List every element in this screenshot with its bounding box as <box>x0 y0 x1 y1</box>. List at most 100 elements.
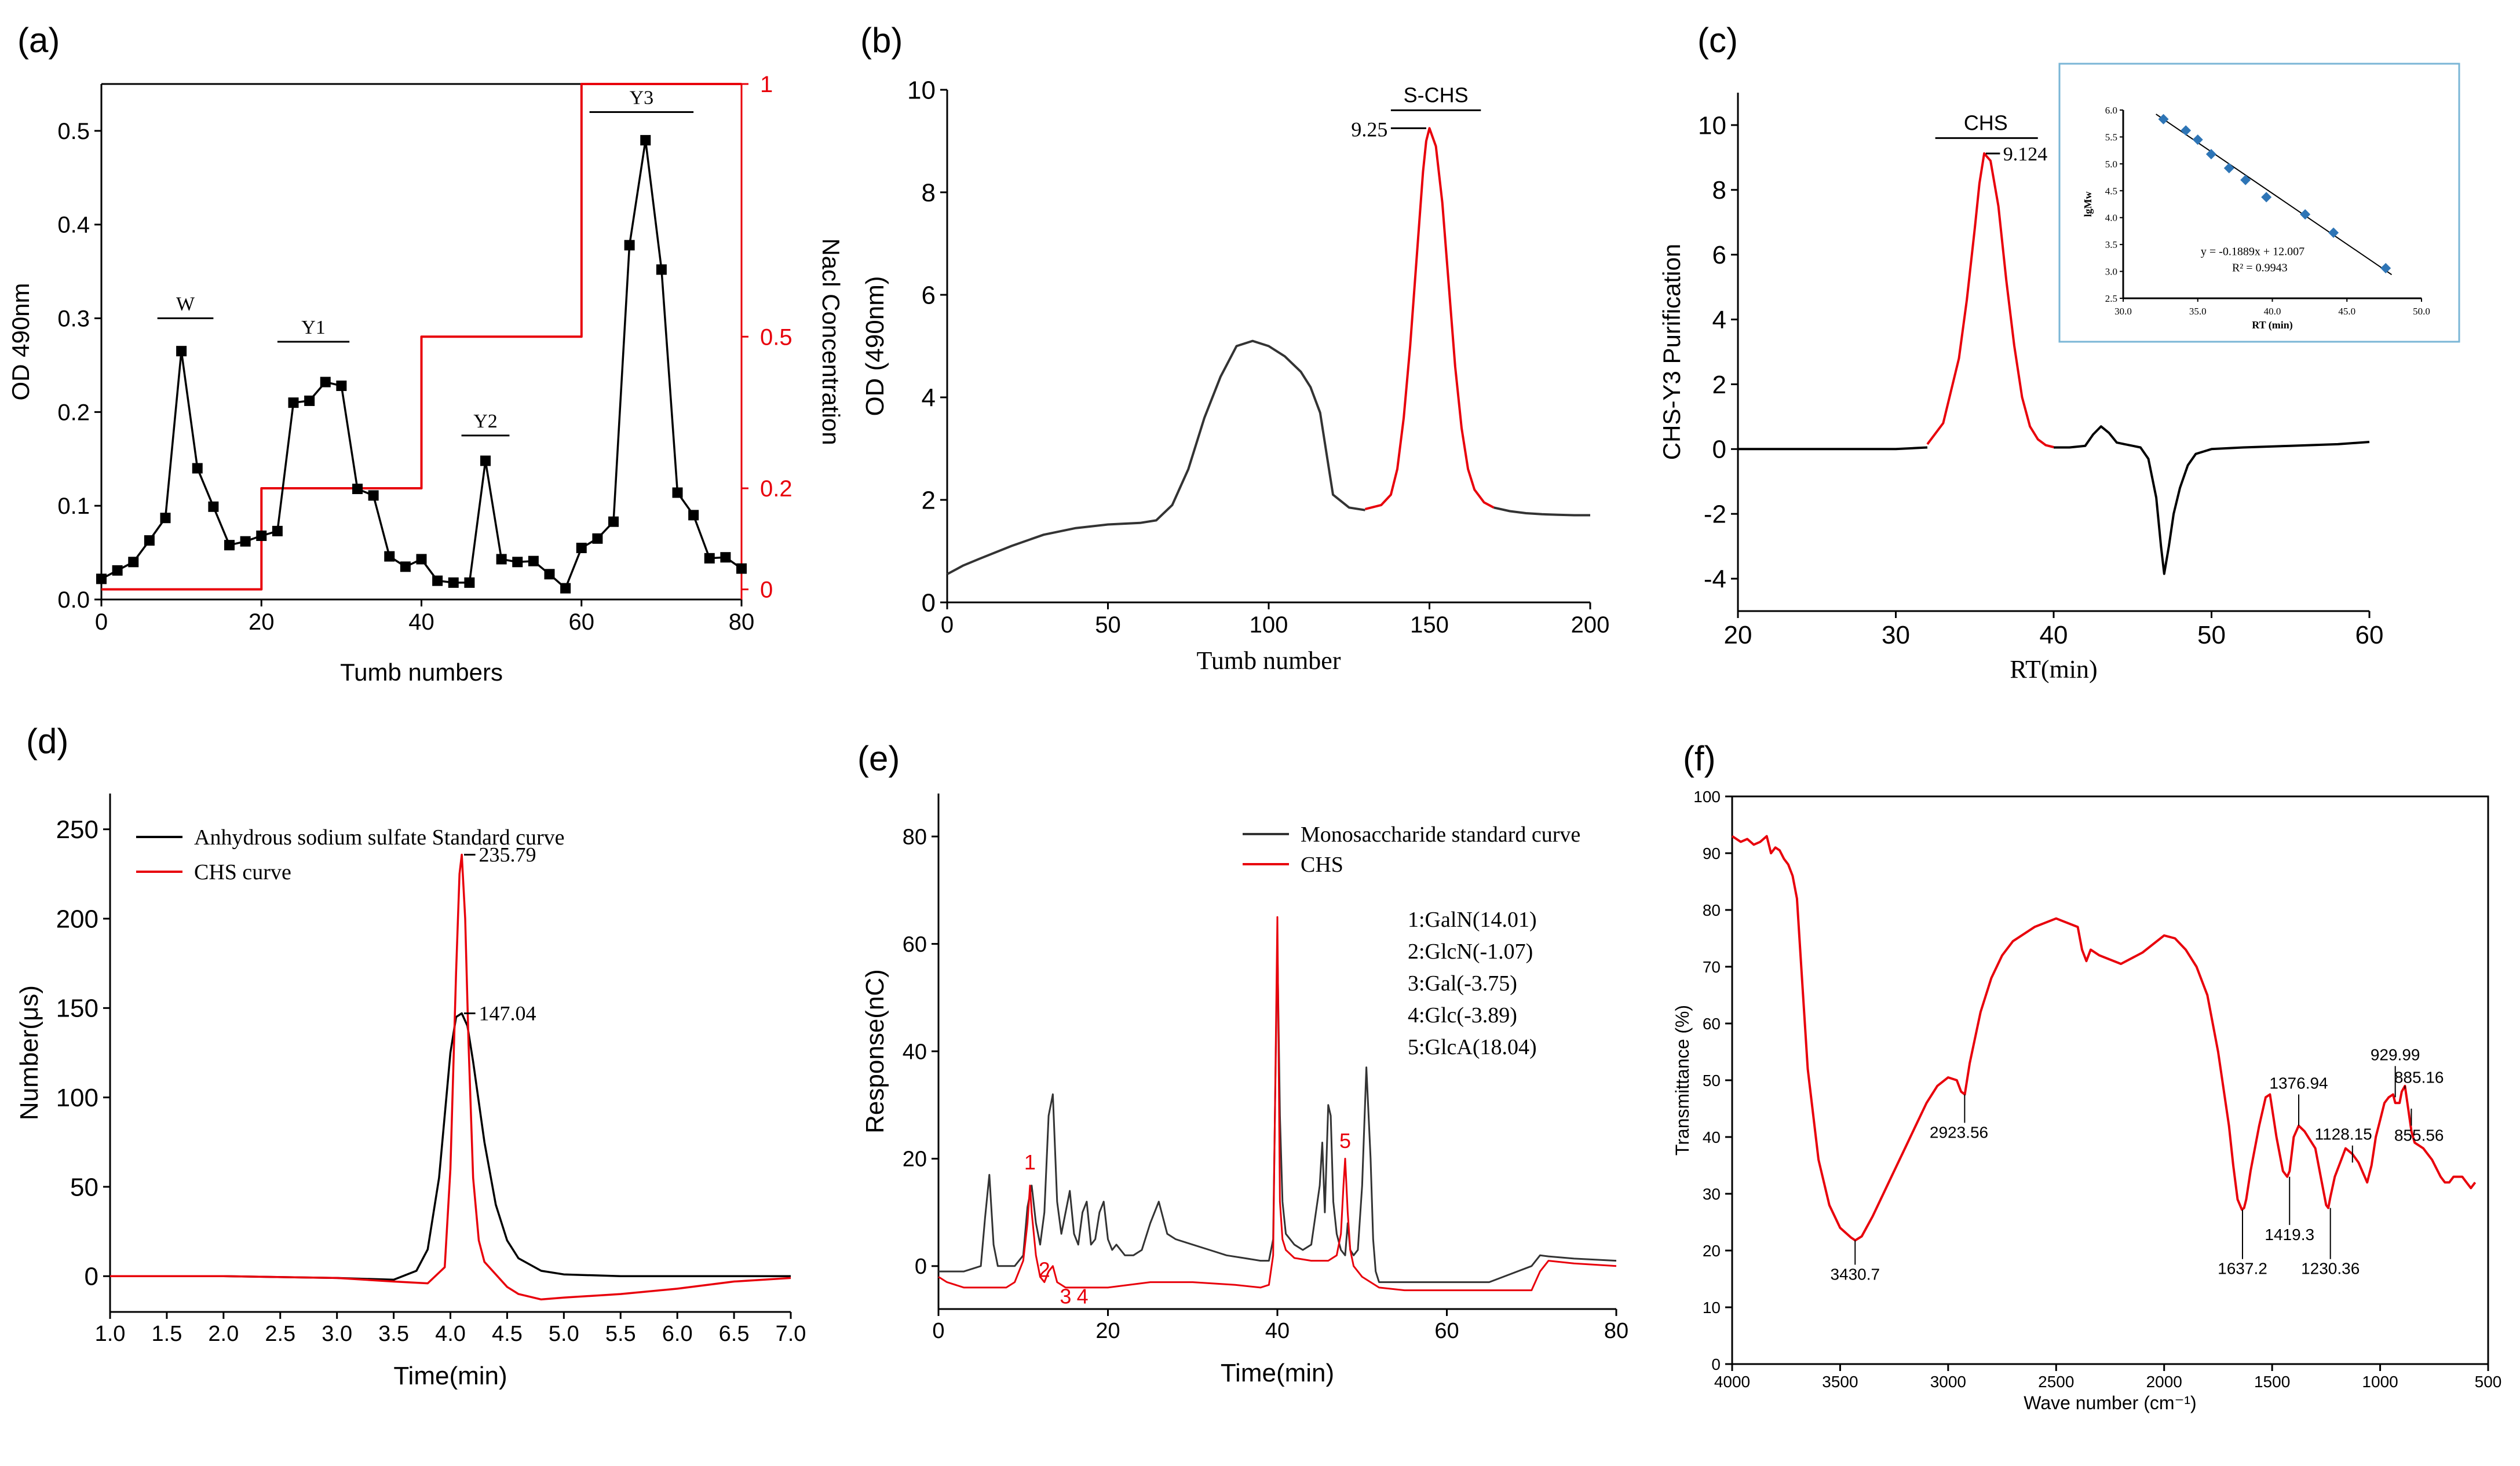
od-point <box>304 395 315 406</box>
x-tick-label: 3000 <box>1930 1373 1966 1391</box>
y-tick-label: 8 <box>922 178 936 207</box>
od-point <box>288 397 299 408</box>
monosaccharide-entry: 1:GalN(14.01) <box>1408 908 1537 932</box>
inset-x-tick-label: 45.0 <box>2338 306 2355 317</box>
y-tick-label: 2 <box>1712 371 1726 399</box>
x-tick-label: 2.0 <box>208 1322 239 1346</box>
y-tick-label: 0.4 <box>57 213 90 238</box>
ftir-spectrum-line <box>1731 835 2477 1242</box>
od-point <box>384 551 395 562</box>
inset-point <box>2192 134 2203 145</box>
y-tick-label: 40 <box>1703 1128 1721 1146</box>
baseline-line <box>1738 446 1928 451</box>
inset-x-tick-label: 35.0 <box>2189 306 2207 317</box>
x-tick-label: 80 <box>1604 1319 1628 1343</box>
x-tick-label: 20 <box>1724 621 1752 649</box>
od-point <box>464 577 475 588</box>
x-tick-label: 80 <box>729 609 755 635</box>
peak-annotation: Y1 <box>301 317 326 338</box>
od-point <box>656 264 667 275</box>
peak-number-label: 3 <box>1060 1285 1071 1308</box>
od-point <box>432 575 443 586</box>
panel-d-label: (d) <box>26 722 68 761</box>
y-tick-label: 4 <box>1712 306 1726 334</box>
inset-y-tick-label: 6.0 <box>2105 105 2117 116</box>
y-tick-label: 30 <box>1703 1185 1721 1203</box>
od-point <box>688 510 699 521</box>
od-point <box>192 463 203 474</box>
y-tick-label: 60 <box>903 933 927 957</box>
x-axis-title: Tumb number <box>1197 646 1341 675</box>
od-point <box>400 561 411 572</box>
od-point <box>624 240 635 251</box>
x-tick-label: 1500 <box>2254 1373 2290 1391</box>
od-point <box>336 381 347 392</box>
y-tick-label: 150 <box>56 995 98 1023</box>
y-axis-title: OD (490nm) <box>861 276 889 416</box>
panel-b: (b) 0 50 100 150 200 0 2 4 6 8 10 Tumb number OD (49… <box>860 21 1609 675</box>
inset-point <box>2158 114 2169 125</box>
x-tick-label: 1.0 <box>95 1322 126 1346</box>
od-point <box>416 554 427 565</box>
y-tick-label: 0.2 <box>57 400 90 425</box>
peak-wavenumber-label: 1419.3 <box>2265 1226 2314 1244</box>
x-axis-title: Wave number (cm⁻¹) <box>2024 1392 2196 1413</box>
x-tick-label: 2500 <box>2038 1373 2074 1391</box>
inset-point <box>2300 209 2311 220</box>
x-tick-label: 2000 <box>2146 1373 2182 1391</box>
x-axis-title: Time(min) <box>1221 1359 1334 1387</box>
x-tick-label: 60 <box>2355 621 2384 649</box>
inset-x-tick-label: 30.0 <box>2114 306 2132 317</box>
y-tick-label: 6 <box>1712 241 1726 269</box>
chs-curve-line <box>110 853 791 1301</box>
x-tick-label: 40 <box>408 609 434 635</box>
od-point <box>224 540 235 551</box>
x-tick-label: 50 <box>2197 621 2226 649</box>
panel-f: (f) 4000 3500 3000 2500 2000 1500 1000 500 0 10 20… <box>1672 739 2501 1413</box>
od-point <box>736 563 747 574</box>
inset-x-axis-title: RT (min) <box>2252 319 2293 331</box>
monosaccharide-entry: 2:GlcN(-1.07) <box>1408 939 1533 964</box>
peak-annotation: S-CHS <box>1404 83 1469 107</box>
y-tick-label: 20 <box>903 1147 927 1172</box>
od-point <box>576 543 587 553</box>
od-point <box>112 565 123 576</box>
od-point <box>448 577 459 588</box>
y2-tick-label: 0.2 <box>760 476 792 502</box>
y2-tick-label: 0 <box>760 577 773 603</box>
od-point <box>272 525 283 536</box>
x-tick-label: 6.0 <box>662 1322 693 1346</box>
peak-value-label: 9.25 <box>1351 118 1387 141</box>
x-tick-label: 0 <box>941 612 954 638</box>
y-tick-label: 8 <box>1712 176 1726 204</box>
od-point <box>496 554 507 565</box>
baseline-line <box>2054 425 2370 575</box>
x-tick-label: 200 <box>1571 612 1610 638</box>
od-point <box>160 513 171 524</box>
panel-b-label: (b) <box>860 21 903 60</box>
od-point <box>704 553 715 564</box>
inset-point <box>2240 174 2251 185</box>
peak-wavenumber-label: 1128.15 <box>2315 1125 2372 1143</box>
x-tick-label: 5.5 <box>605 1322 636 1346</box>
peak-annotation: Y2 <box>473 411 498 432</box>
od-point <box>672 487 683 498</box>
peak-annotation: W <box>176 294 195 315</box>
legend-entry: CHS <box>1301 853 1343 877</box>
y-tick-label: 0.1 <box>57 493 90 519</box>
inset-y-tick-label: 3.5 <box>2105 239 2117 250</box>
panel-a-label: (a) <box>17 21 60 60</box>
peak-wavenumber-label: 3430.7 <box>1830 1266 1880 1284</box>
od-point <box>480 455 491 466</box>
x-tick-label: 3.5 <box>378 1322 409 1346</box>
x-tick-label: 3500 <box>1822 1373 1858 1391</box>
y-tick-label: 6 <box>922 281 936 309</box>
inset-x-tick-label: 40.0 <box>2264 306 2281 317</box>
y-tick-label: 0.3 <box>57 306 90 332</box>
legend-entry: CHS curve <box>194 860 291 884</box>
y-tick-label: 0 <box>915 1255 927 1279</box>
peak-number-label: 5 <box>1339 1129 1351 1153</box>
od-point <box>640 135 651 146</box>
x-axis-title: Time(min) <box>393 1362 507 1390</box>
x-tick-label: 6.5 <box>719 1322 750 1346</box>
